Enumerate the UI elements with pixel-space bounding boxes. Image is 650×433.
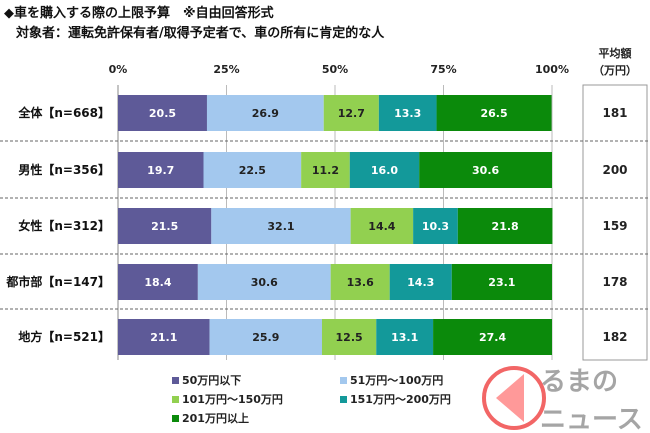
- data-label: 26.9: [252, 107, 279, 120]
- legend-label: 101万円～150万円: [182, 393, 283, 406]
- category-label: 都市部【n=147】: [5, 274, 110, 289]
- svg-text:ニュース: ニュース: [540, 405, 643, 433]
- kurumano-news-logo: るまの ニュース: [482, 366, 643, 433]
- legend-item: 51万円～100万円: [340, 372, 443, 388]
- legend-item: 50万円以下: [172, 372, 241, 388]
- data-label: 21.8: [492, 220, 519, 233]
- bar-segment: [413, 208, 458, 244]
- data-label: 14.3: [407, 276, 434, 289]
- data-label: 16.0: [371, 164, 398, 177]
- data-label: 30.6: [472, 164, 499, 177]
- bar-segment: [451, 264, 552, 300]
- bar-segment: [350, 208, 414, 244]
- data-label: 12.5: [336, 331, 363, 344]
- x-tick-label: 75%: [430, 63, 456, 76]
- data-label: 20.5: [149, 107, 176, 120]
- data-label: 21.5: [151, 220, 178, 233]
- legend-label: 201万円以上: [182, 412, 249, 425]
- data-label: 11.2: [312, 164, 339, 177]
- bar-segment: [211, 208, 351, 244]
- x-tick-label: 0%: [109, 63, 128, 76]
- chart-subtitle: 対象者：運転免許保有者/取得予定者で、車の所有に肯定的な人: [16, 26, 385, 41]
- bar-segment: [209, 319, 322, 355]
- data-label: 30.6: [251, 276, 278, 289]
- bar-segment: [118, 95, 207, 131]
- bar-segment: [349, 152, 420, 188]
- bar-segment: [378, 95, 437, 131]
- legend-item: 201万円以上: [172, 410, 249, 426]
- bar-segment: [301, 152, 350, 188]
- bar-segment: [118, 152, 204, 188]
- legend-swatch: [172, 396, 179, 403]
- legend-label: 51万円～100万円: [350, 374, 444, 387]
- data-label: 19.7: [147, 164, 174, 177]
- average-column-box: [582, 84, 648, 361]
- average-value: 200: [602, 163, 627, 177]
- data-label: 13.3: [394, 107, 421, 120]
- legend-label: 151万円～200万円: [350, 393, 451, 406]
- legend-label: 50万円以下: [182, 374, 242, 387]
- data-label: 18.4: [144, 276, 171, 289]
- data-label: 12.7: [338, 107, 365, 120]
- bar-segment: [376, 319, 434, 355]
- x-tick-label: 100%: [535, 63, 569, 76]
- data-label: 27.4: [479, 331, 506, 344]
- x-tick-label: 50%: [322, 63, 348, 76]
- legend-swatch: [340, 377, 347, 384]
- average-value: 159: [602, 219, 627, 233]
- legend-item: 151万円～200万円: [340, 391, 451, 407]
- legend-swatch: [340, 396, 347, 403]
- legend-swatch: [172, 377, 179, 384]
- data-label: 23.1: [488, 276, 515, 289]
- bar-segment: [197, 264, 331, 300]
- data-label: 13.6: [347, 276, 374, 289]
- bar-segment: [433, 319, 552, 355]
- data-label: 26.5: [480, 107, 507, 120]
- bar-segment: [118, 264, 198, 300]
- bar-segment: [323, 95, 379, 131]
- bar-segment: [206, 95, 324, 131]
- category-label: 女性【n=312】: [18, 218, 110, 233]
- category-label: 男性【n=356】: [18, 162, 110, 177]
- bar-segment: [457, 208, 553, 244]
- data-label: 14.4: [368, 220, 395, 233]
- category-label: 地方【n=521】: [18, 329, 110, 344]
- legend-item: 101万円～150万円: [172, 391, 283, 407]
- bar-segment: [321, 319, 377, 355]
- bar-segment: [436, 95, 552, 131]
- legend-swatch: [172, 415, 179, 422]
- data-label: 25.9: [252, 331, 279, 344]
- average-header: 平均額: [599, 46, 632, 60]
- bar-segment: [419, 152, 552, 188]
- data-label: 21.1: [150, 331, 177, 344]
- average-value: 181: [602, 106, 627, 120]
- bar-segment: [203, 152, 302, 188]
- bar-segment: [330, 264, 390, 300]
- bar-segment: [389, 264, 452, 300]
- bar-segment: [118, 208, 212, 244]
- x-tick-label: 25%: [213, 63, 239, 76]
- average-header: （万円）: [593, 64, 637, 77]
- average-value: 178: [602, 275, 627, 289]
- chart-title: ◆車を購入する際の上限予算 ※自由回答形式: [4, 6, 274, 21]
- svg-text:るまの: るまの: [540, 367, 618, 397]
- data-label: 13.1: [391, 331, 418, 344]
- average-value: 182: [602, 330, 627, 344]
- data-label: 10.3: [422, 220, 449, 233]
- data-label: 22.5: [239, 164, 266, 177]
- data-label: 32.1: [267, 220, 294, 233]
- category-label: 全体【n=668】: [17, 105, 110, 120]
- bar-segment: [118, 319, 210, 355]
